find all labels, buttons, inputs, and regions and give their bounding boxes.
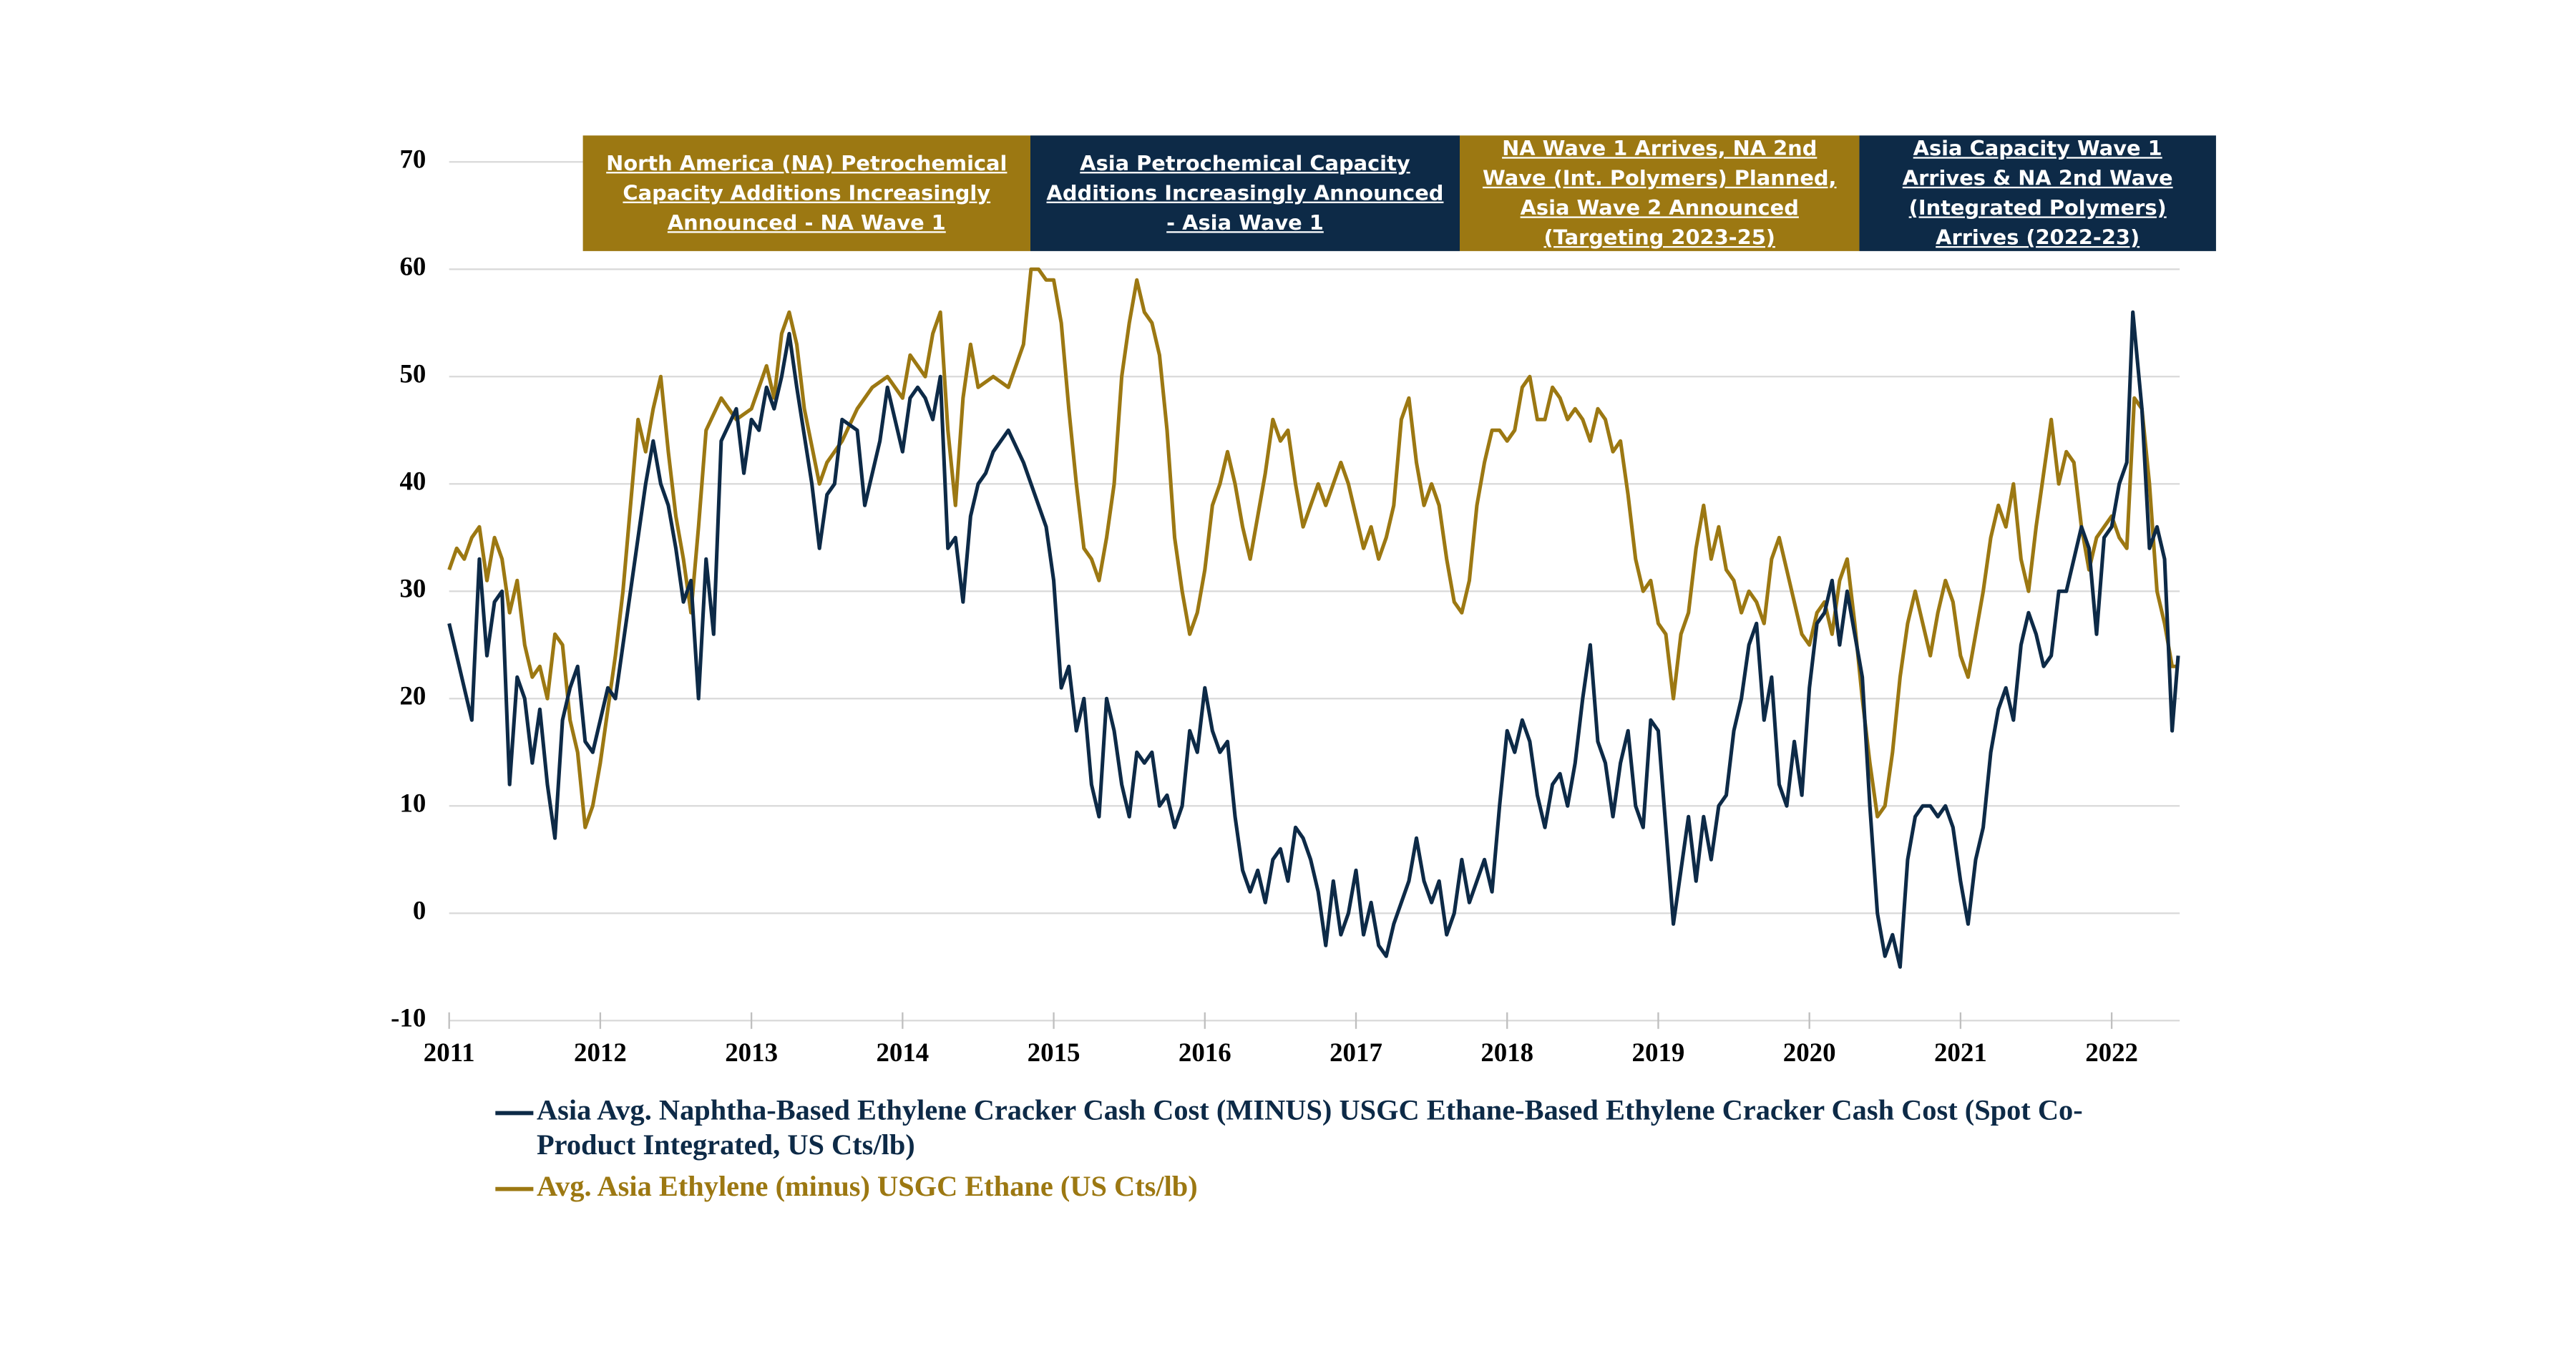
annotation: Asia Petrochemical Capacity Additions In…: [1046, 150, 1444, 235]
x-tick-label: 2012: [574, 1038, 627, 1067]
annotation: NA Wave 1 Arrives, NA 2nd Wave (Int. Pol…: [1482, 135, 1837, 250]
annotation-box: [582, 135, 1030, 251]
x-tick-label: 2014: [876, 1038, 929, 1067]
x-tick-label: 2018: [1480, 1038, 1533, 1067]
legend-entry: Asia Avg. Naphtha-Based Ethylene Cracker…: [537, 1093, 2083, 1161]
legend-label: Avg. Asia Ethylene (minus) USGC Ethane (…: [537, 1169, 1198, 1203]
y-tick-label: 30: [399, 574, 426, 603]
annotation: North America (NA) Petrochemical Capacit…: [606, 150, 1008, 235]
annotation-box: [1460, 135, 1860, 251]
y-tick-label: 10: [399, 789, 426, 818]
y-tick-label: 20: [399, 681, 426, 711]
x-tick-label: 2015: [1028, 1038, 1080, 1067]
annotation-text: Asia Capacity Wave 1 Arrives & NA 2nd Wa…: [1902, 135, 2173, 250]
x-tick-label: 2013: [725, 1038, 778, 1067]
x-tick-label: 2011: [424, 1038, 475, 1067]
y-tick-label: 70: [399, 145, 426, 174]
annotation-text: NA Wave 1 Arrives, NA 2nd Wave (Int. Pol…: [1482, 135, 1837, 250]
annotation-box: [1859, 135, 2216, 251]
data-line: [447, 310, 2180, 969]
legend-entry: Avg. Asia Ethylene (minus) USGC Ethane (…: [537, 1169, 1198, 1203]
y-tick-label: 0: [413, 896, 426, 925]
x-tick-label: 2016: [1179, 1038, 1231, 1067]
annotation-text: Asia Petrochemical Capacity Additions In…: [1046, 150, 1444, 235]
x-tick-label: 2020: [1783, 1038, 1836, 1067]
x-tick-label: 2017: [1330, 1038, 1382, 1067]
data-line: [447, 267, 2179, 829]
x-tick-label: 2021: [1934, 1038, 1987, 1067]
annotation-text: North America (NA) Petrochemical Capacit…: [606, 150, 1008, 235]
legend-label: Asia Avg. Naphtha-Based Ethylene Cracker…: [537, 1093, 2083, 1161]
x-tick-label: 2022: [2085, 1038, 2138, 1067]
annotation: Asia Capacity Wave 1 Arrives & NA 2nd Wa…: [1902, 135, 2173, 250]
x-tick-label: 2019: [1632, 1038, 1685, 1067]
y-tick-label: 50: [399, 359, 426, 389]
y-tick-label: 60: [399, 252, 426, 281]
annotation-box: [1030, 135, 1460, 251]
y-tick-label: 40: [399, 467, 426, 496]
y-tick-label: -10: [391, 1003, 426, 1033]
